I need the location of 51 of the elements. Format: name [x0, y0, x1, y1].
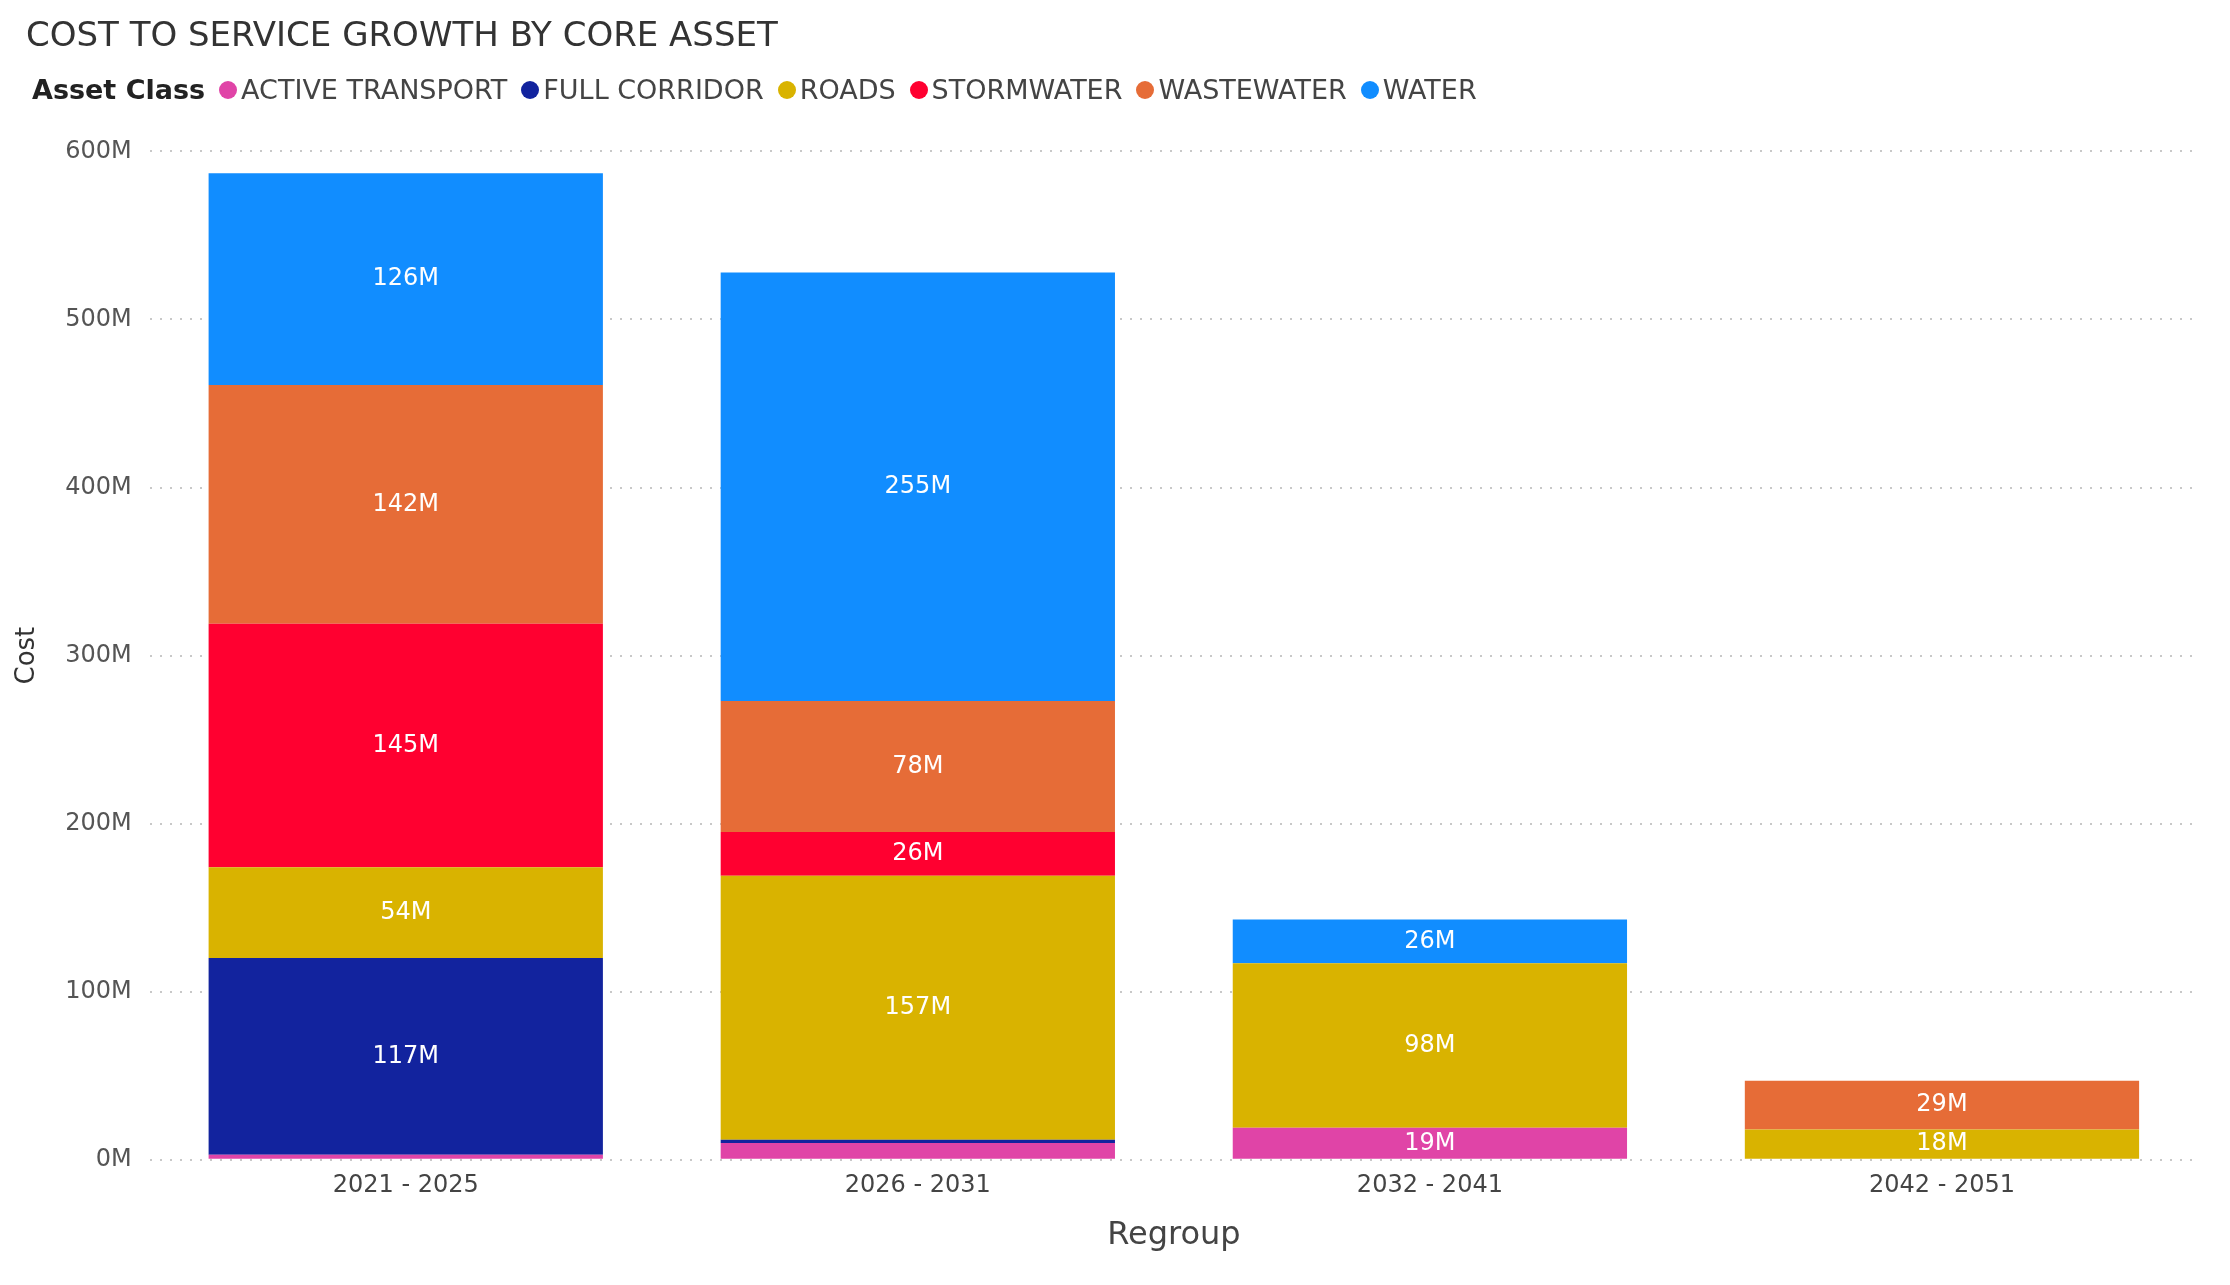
bar [208, 1154, 603, 1159]
legend-label: WATER [1382, 74, 1477, 105]
data-label: 26M [1404, 925, 1456, 954]
data-label: 157M [884, 991, 952, 1020]
x-tick-label: 2042 - 2051 [1868, 1170, 2015, 1199]
bar [720, 832, 1115, 876]
data-label: 78M [892, 750, 944, 779]
data-label: 19M [1404, 1127, 1456, 1156]
y-tick-label: 500M [65, 303, 132, 332]
y-tick-label: 0M [95, 1144, 132, 1173]
y-tick-label: 100M [65, 975, 132, 1004]
bar [720, 700, 1115, 833]
data-label: 18M [1916, 1128, 1968, 1157]
y-tick-label: 300M [65, 639, 132, 668]
bar [208, 385, 603, 624]
x-axis-title: Regroup [1107, 1214, 1241, 1253]
bar [1232, 963, 1628, 1128]
legend-label: WASTEWATER [1158, 74, 1347, 105]
chart-title: COST TO SERVICE GROWTH BY CORE ASSET [25, 13, 779, 56]
bar [720, 272, 1115, 701]
data-label: 142M [372, 488, 440, 517]
data-label: 26M [892, 838, 944, 867]
x-tick-label: 2032 - 2041 [1356, 1170, 1503, 1199]
data-label: 126M [372, 263, 440, 292]
legend-title: Asset Class [32, 74, 206, 105]
data-label: 117M [372, 1040, 440, 1069]
bar [208, 623, 603, 868]
bar [720, 875, 1115, 1140]
bar [1232, 919, 1628, 964]
bar [208, 867, 603, 959]
y-tick-label: 400M [65, 471, 132, 500]
data-label: 29M [1916, 1089, 1968, 1118]
x-tick-label: 2026 - 2031 [844, 1170, 991, 1199]
bar [208, 173, 603, 386]
legend-label: FULL CORRIDOR [543, 74, 764, 105]
data-label: 145M [372, 729, 440, 758]
data-label: 54M [380, 896, 432, 925]
legend-label: ROADS [799, 74, 896, 105]
x-tick-label: 2021 - 2025 [332, 1170, 479, 1199]
bar [1744, 1080, 2140, 1130]
bar [1232, 1127, 1628, 1159]
bar [720, 1142, 1115, 1159]
legend-label: STORMWATER [931, 74, 1123, 105]
bar [208, 958, 603, 1155]
data-label: 255M [884, 470, 952, 499]
bar [1744, 1129, 2140, 1159]
legend-label: ACTIVE TRANSPORT [241, 74, 508, 105]
y-tick-label: 600M [65, 135, 132, 164]
y-tick-label: 200M [65, 807, 132, 836]
y-axis-title: Cost [10, 626, 41, 685]
data-label: 98M [1404, 1029, 1456, 1058]
